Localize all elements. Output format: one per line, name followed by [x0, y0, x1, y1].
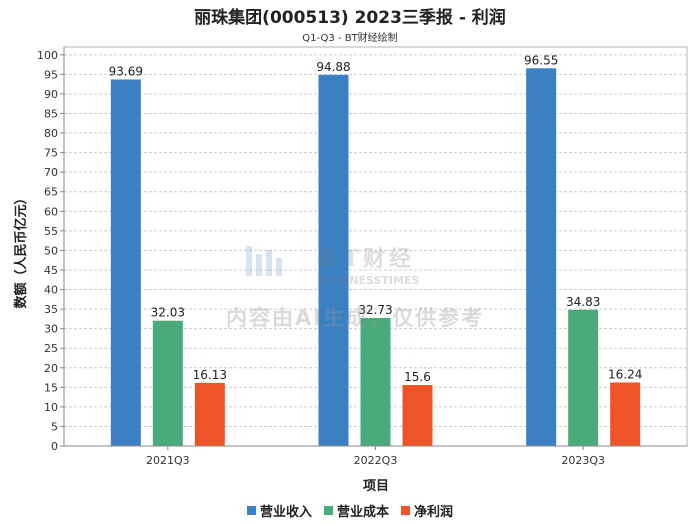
y-tick-label: 25: [44, 342, 58, 355]
y-tick-label: 10: [44, 401, 58, 414]
data-labels: 93.69 32.03 16.13 94.88 32.73 15.6 96.55 34.83 1…: [109, 53, 643, 384]
legend: 营业收入 营业成本 净利润: [0, 501, 700, 520]
y-tick-label: 20: [44, 362, 58, 375]
bar: [152, 320, 183, 446]
data-label: 16.13: [193, 368, 227, 382]
legend-label: 营业收入: [259, 505, 312, 520]
legend-swatch: [401, 506, 410, 515]
chart-title: 丽珠集团(000513) 2023三季报 - 利润: [194, 8, 506, 28]
y-tick-label: 35: [44, 303, 58, 316]
y-tick-label: 85: [44, 108, 58, 121]
y-tick-label: 65: [44, 186, 58, 199]
x-tick-label: 2023Q3: [561, 454, 605, 467]
data-label: 16.24: [608, 367, 642, 381]
x-axis-title: 项目: [363, 479, 389, 494]
y-tick-label: 80: [44, 127, 58, 140]
legend-item: 净利润: [401, 501, 453, 520]
legend-label: 净利润: [414, 505, 454, 520]
y-tick-label: 75: [44, 147, 58, 160]
data-label: 15.6: [404, 370, 431, 384]
y-tick-label: 90: [44, 88, 58, 101]
bar: [526, 68, 557, 446]
x-tick-label: 2022Q3: [354, 454, 398, 467]
data-label: 94.88: [316, 60, 350, 74]
legend-item: 营业收入: [246, 501, 312, 520]
data-label: 32.03: [151, 306, 185, 320]
y-tick-label: 15: [44, 381, 58, 394]
y-tick-label: 70: [44, 166, 58, 179]
bar: [110, 79, 141, 446]
data-label: 32.73: [358, 303, 392, 317]
y-tick-label: 0: [51, 440, 58, 453]
legend-label: 营业成本: [336, 505, 389, 520]
bars: [110, 68, 641, 446]
bar: [360, 317, 391, 446]
y-tick-label: 100: [37, 49, 58, 62]
data-label: 93.69: [109, 65, 143, 79]
bar: [402, 384, 433, 446]
y-tick-label: 55: [44, 225, 58, 238]
data-label: 96.55: [524, 53, 558, 67]
bar: [568, 309, 599, 446]
bar-chart: 93.69 32.03 16.13 94.88 32.73 15.6 96.55 34.83 1…: [13, 46, 688, 494]
data-label: 34.83: [566, 295, 600, 309]
y-tick-label: 95: [44, 68, 58, 81]
bar: [194, 382, 225, 446]
chart-subtitle: Q1-Q3 - BT财经绘制: [302, 33, 398, 44]
legend-swatch: [323, 506, 333, 515]
y-tick-label: 50: [44, 244, 58, 257]
y-axis-title: 数额（人民币亿元）: [13, 191, 29, 308]
x-tick-label: 2021Q3: [146, 454, 190, 467]
bar: [610, 382, 641, 446]
y-tick-label: 60: [44, 205, 58, 218]
legend-item: 营业成本: [323, 501, 389, 520]
y-tick-label: 5: [51, 420, 58, 433]
axes: 0 5 10 15 20 25 30 35 40 45 50 55 60 65 70 75 80 85 90 95 10…: [37, 47, 687, 467]
legend-swatch: [246, 506, 256, 515]
bar: [318, 74, 349, 446]
y-tick-label: 30: [44, 323, 58, 336]
y-tick-label: 40: [44, 284, 58, 297]
y-tick-label: 45: [44, 264, 58, 277]
